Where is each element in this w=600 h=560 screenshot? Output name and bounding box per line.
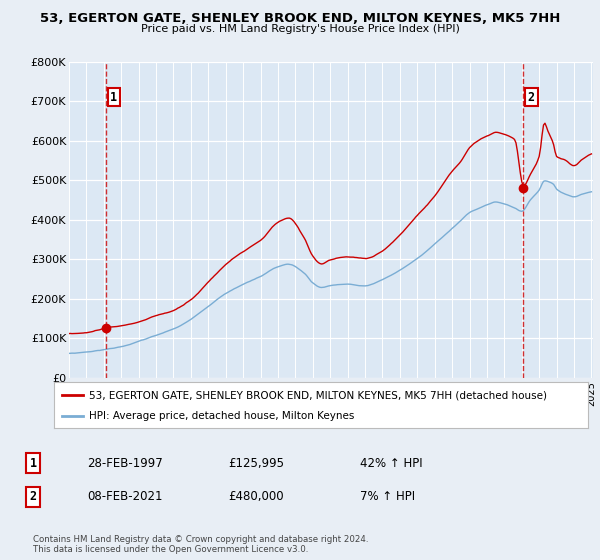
Text: 53, EGERTON GATE, SHENLEY BROOK END, MILTON KEYNES, MK5 7HH (detached house): 53, EGERTON GATE, SHENLEY BROOK END, MIL…: [89, 390, 547, 400]
Text: 1: 1: [29, 456, 37, 470]
Text: Contains HM Land Registry data © Crown copyright and database right 2024.
This d: Contains HM Land Registry data © Crown c…: [33, 535, 368, 554]
Text: £125,995: £125,995: [228, 456, 284, 470]
Text: 28-FEB-1997: 28-FEB-1997: [87, 456, 163, 470]
Text: Price paid vs. HM Land Registry's House Price Index (HPI): Price paid vs. HM Land Registry's House …: [140, 24, 460, 34]
Text: 1: 1: [110, 91, 118, 104]
Text: 7% ↑ HPI: 7% ↑ HPI: [360, 490, 415, 503]
Text: 2: 2: [528, 91, 535, 104]
Text: 08-FEB-2021: 08-FEB-2021: [87, 490, 163, 503]
Text: HPI: Average price, detached house, Milton Keynes: HPI: Average price, detached house, Milt…: [89, 412, 354, 422]
Text: 53, EGERTON GATE, SHENLEY BROOK END, MILTON KEYNES, MK5 7HH: 53, EGERTON GATE, SHENLEY BROOK END, MIL…: [40, 12, 560, 25]
Text: 42% ↑ HPI: 42% ↑ HPI: [360, 456, 422, 470]
Text: £480,000: £480,000: [228, 490, 284, 503]
Text: 2: 2: [29, 490, 37, 503]
